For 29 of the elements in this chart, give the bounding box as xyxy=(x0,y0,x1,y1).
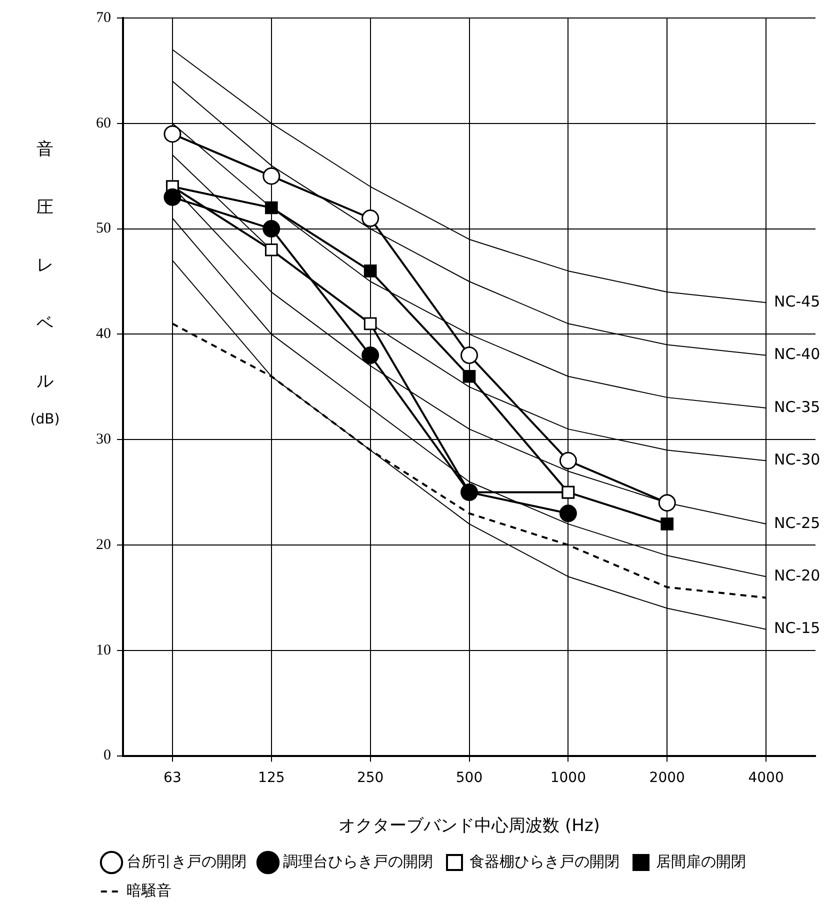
series-label: NC-35 xyxy=(774,398,820,416)
series-label: NC-40 xyxy=(774,345,820,364)
series-label: NC-30 xyxy=(774,450,820,469)
y-tick-label: 10 xyxy=(96,642,111,658)
x-tick-label: 125 xyxy=(258,770,285,786)
x-tick-label: 500 xyxy=(456,770,483,786)
legend-label: 食器棚ひらき戸の開閉 xyxy=(470,852,620,870)
y-tick-label: 60 xyxy=(96,115,111,132)
series-label: NC-25 xyxy=(774,514,820,532)
x-tick-label: 63 xyxy=(164,770,182,786)
x-axis-title: オクターブバンド中心周波数 (Hz) xyxy=(338,816,600,836)
y-tick-label: 20 xyxy=(96,536,111,553)
text: 音圧レベル (dB) xyxy=(30,139,60,428)
x-tick-label: 250 xyxy=(356,770,384,786)
series-label: NC-20 xyxy=(774,566,820,585)
legend-label: 台所引き戸の開閉 xyxy=(126,852,246,870)
y-tick-label: 0 xyxy=(104,748,111,764)
legend-label: 居間扉の開閉 xyxy=(656,852,746,870)
series-label: NC-15 xyxy=(774,619,820,638)
x-tick-label: 2000 xyxy=(649,770,685,786)
x-tick-label: 1000 xyxy=(550,770,586,786)
y-tick-label: 70 xyxy=(96,10,111,26)
y-tick-label: 40 xyxy=(96,326,111,342)
y-tick-label: 30 xyxy=(96,432,111,448)
y-tick-label: 50 xyxy=(96,220,111,237)
x-tick-label: 4000 xyxy=(748,770,784,786)
legend-label: 暗騒音 xyxy=(126,881,172,900)
legend-label: 調理台ひらき戸の開閉 xyxy=(283,852,433,870)
series-label: NC-45 xyxy=(774,292,820,310)
